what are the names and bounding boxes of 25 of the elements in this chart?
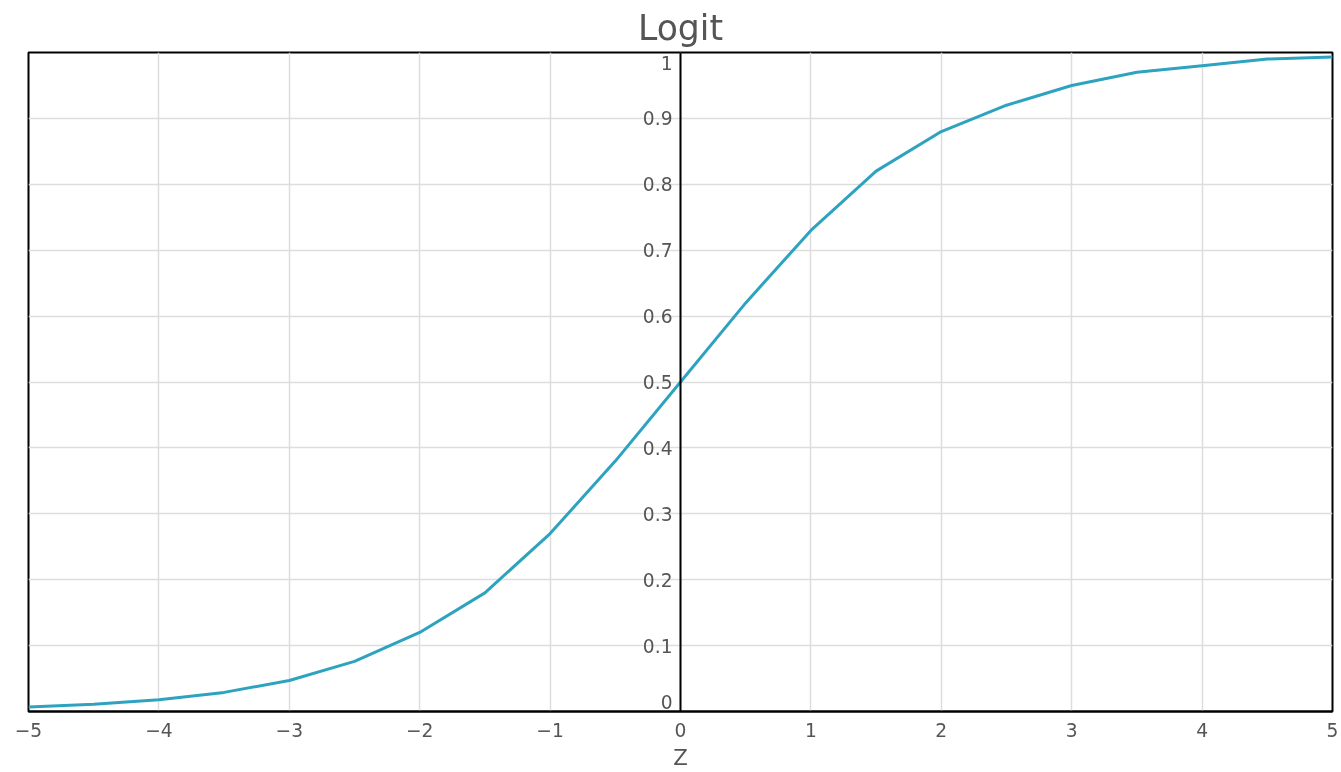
- y-tick-label: 0.4: [642, 437, 673, 459]
- y-tick-label: 1: [660, 52, 673, 74]
- x-tick-label: 5: [1326, 719, 1339, 741]
- x-tick-label: −5: [14, 719, 43, 741]
- line-series: [28, 55, 1333, 709]
- y-tick-label: 0.6: [642, 306, 673, 328]
- x-tick-label: −3: [275, 719, 304, 741]
- y-tick-label: 0: [660, 691, 673, 713]
- y-tick-label: 0.7: [642, 240, 673, 262]
- y-tick-label: 0.1: [642, 635, 673, 657]
- y-tick-label: 0.9: [642, 108, 673, 130]
- y-tick-label: 0.3: [642, 503, 673, 525]
- x-tick-label: −4: [145, 719, 173, 741]
- y-tick-label: 0.8: [642, 174, 673, 196]
- y-tick-label: 0.5: [642, 372, 673, 393]
- x-tick-label: 0: [674, 719, 687, 741]
- chart-title: Logit: [637, 7, 724, 48]
- x-axis-title: Z: [673, 744, 688, 770]
- x-tick-label: −1: [536, 719, 564, 741]
- x-tick-label: 2: [935, 719, 948, 741]
- x-tick-label: −2: [405, 719, 434, 741]
- x-tick-label: 3: [1065, 719, 1078, 741]
- x-tick-label: 4: [1196, 719, 1209, 741]
- y-tick-label: 0.2: [642, 569, 673, 591]
- x-tick-label: 1: [804, 719, 817, 741]
